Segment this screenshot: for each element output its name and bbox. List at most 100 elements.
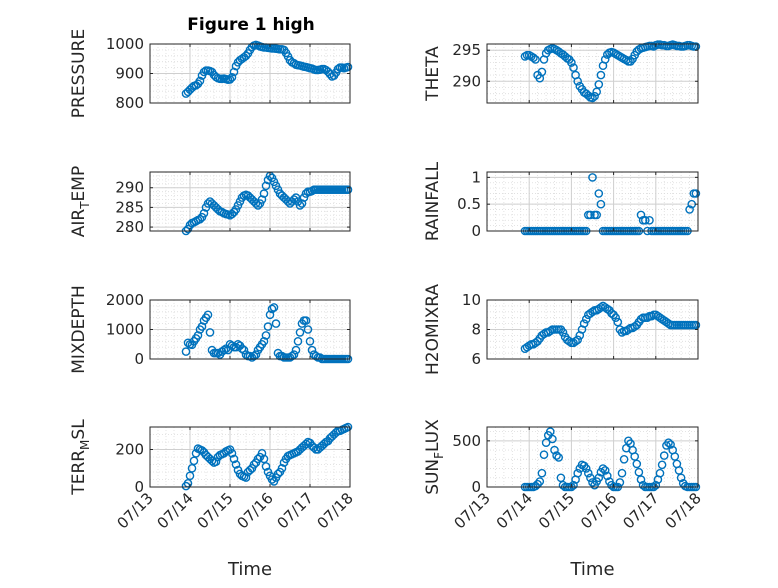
figure-title: Figure 1 high [187, 15, 315, 35]
data-point [590, 91, 599, 101]
data-point [343, 62, 353, 72]
axes-box [486, 426, 699, 488]
x-tick-label: 07/18 [662, 489, 705, 532]
y-tick-label: 290 [452, 72, 481, 90]
y-axis-label: TERRMSL [69, 419, 92, 496]
data-point [261, 331, 271, 340]
x-tick-label: 07/14 [154, 489, 197, 532]
data-point [674, 466, 684, 475]
data-point [229, 67, 239, 77]
data-point [195, 76, 205, 86]
data-point [269, 303, 279, 312]
data-point [307, 345, 317, 355]
data-point [227, 73, 237, 82]
data-point [600, 55, 610, 64]
panel-pressure: 800 900 1000 PRESSURE [69, 29, 353, 118]
axes-box [149, 426, 351, 488]
panel-h2omixra: 6 8 10 H2OMIXRA [423, 284, 701, 375]
data-point [227, 448, 237, 458]
data-point [205, 328, 215, 337]
data-point [634, 467, 644, 477]
y-tick-label: 6 [471, 350, 481, 368]
data-point [263, 322, 273, 331]
data-point [255, 199, 265, 208]
data-point [569, 63, 578, 72]
data-point [573, 335, 583, 345]
data-point [277, 463, 287, 473]
data-point [259, 336, 269, 346]
data-point [249, 351, 259, 361]
data-point [289, 195, 299, 204]
data-point [641, 215, 650, 225]
data-point [185, 471, 195, 481]
y-tick-label: 1000 [106, 321, 144, 339]
data-point [229, 454, 239, 464]
data-point [207, 456, 217, 466]
y-tick-label: 2000 [106, 291, 144, 309]
y-tick-label: 10 [462, 291, 481, 309]
data-point [626, 57, 635, 66]
data-point [219, 345, 229, 355]
data-point [203, 310, 213, 320]
data-point [245, 351, 255, 361]
panel-rainfall: 0 0.5 1 RAINFALL [423, 161, 701, 241]
data-point [183, 338, 193, 348]
x-tick-label: 07/14 [493, 489, 536, 532]
data-point [273, 469, 283, 479]
data-point [241, 473, 251, 482]
data-point [651, 480, 661, 490]
data-point [615, 478, 625, 487]
data-point [655, 468, 665, 478]
data-point [619, 454, 629, 464]
data-point [676, 473, 686, 483]
x-axis-label: Time [227, 559, 272, 580]
data-point [305, 336, 315, 346]
data-point [225, 75, 235, 84]
data-point [573, 468, 583, 478]
y-tick-label: 900 [115, 65, 144, 83]
y-tick-label: 0 [471, 222, 481, 240]
data-point [691, 189, 701, 198]
y-tick-label: 295 [452, 41, 481, 59]
x-axis-label: Time [569, 559, 614, 580]
data-point [257, 195, 267, 204]
x-tick-label: 07/16 [577, 489, 620, 532]
y-tick-label: 0 [471, 478, 481, 496]
data-point [267, 304, 277, 314]
data-point [546, 427, 555, 436]
y-axis-label: RAINFALL [423, 161, 443, 241]
data-point [645, 215, 654, 225]
data-point [301, 316, 311, 325]
data-point [565, 336, 574, 346]
data-point [309, 443, 319, 452]
data-point [277, 351, 287, 361]
data-point [211, 457, 221, 467]
data-point [685, 205, 694, 214]
data-point [592, 87, 602, 97]
y-tick-label: 1000 [106, 35, 144, 53]
data-point [325, 69, 335, 79]
data-point [586, 473, 595, 483]
data-point [539, 450, 549, 460]
data-point [265, 310, 275, 320]
data-point [195, 214, 205, 224]
data-point [548, 434, 557, 444]
data-point [659, 451, 669, 460]
panel-theta: 290 295 THETA [423, 40, 701, 104]
data-point [261, 181, 271, 191]
data-point [303, 325, 313, 334]
data-point [588, 173, 597, 182]
data-point [541, 438, 551, 448]
data-point [253, 454, 263, 464]
data-point [556, 473, 566, 483]
y-tick-label: 0.5 [457, 195, 481, 213]
data-point [531, 481, 540, 491]
data-point [333, 64, 343, 74]
axes-box [149, 171, 351, 232]
data-point [301, 439, 311, 449]
data-point [257, 448, 267, 458]
y-tick-label: 0 [134, 350, 144, 368]
data-point [261, 462, 271, 471]
data-point [670, 452, 680, 461]
